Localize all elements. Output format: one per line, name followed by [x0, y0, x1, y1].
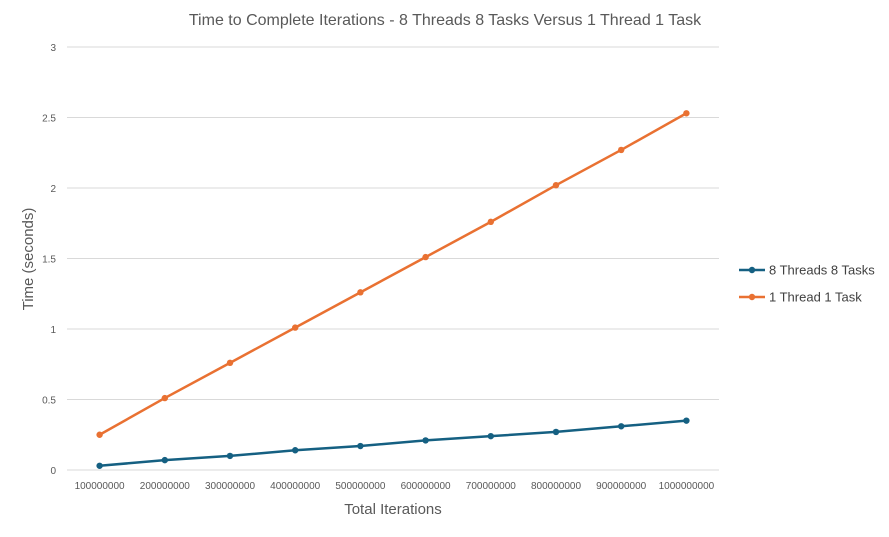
x-tick-label-9: 1000000000: [659, 481, 715, 492]
x-tick-label-7: 800000000: [531, 481, 581, 492]
x-tick-label-1: 200000000: [140, 481, 190, 492]
series-2-point-9: [683, 110, 690, 117]
legend: 8 Threads 8 Tasks 1 Thread 1 Task: [739, 263, 875, 305]
series-2-point-3: [292, 324, 299, 331]
series-2-point-7: [552, 181, 560, 189]
y-tick-label-1: 0.5: [42, 396, 56, 407]
x-tick-label-4: 500000000: [335, 481, 385, 492]
series-group: [96, 110, 690, 469]
x-axis-title: Total Iterations: [344, 501, 442, 518]
legend-label-2: 1 Thread 1 Task: [769, 290, 862, 305]
series-1-point-0: [96, 462, 103, 469]
series-2-point-4: [357, 289, 364, 296]
series-1-point-8: [618, 423, 625, 430]
series-1-point-3: [292, 447, 299, 454]
x-tick-label-2: 300000000: [205, 481, 255, 492]
series-1-point-2: [226, 452, 234, 460]
series-1: [96, 417, 690, 469]
legend-swatch-marker-1: [748, 266, 756, 274]
x-axis-ticks: 100000000 200000000 300000000 400000000 5000…: [75, 481, 715, 492]
x-tick-label-3: 400000000: [270, 481, 320, 492]
series-2-point-1: [161, 394, 168, 402]
y-axis-ticks: 0 0.5 1 1.5 2 2.5 3: [42, 43, 56, 477]
series-2: [96, 110, 690, 438]
x-tick-label-5: 600000000: [401, 481, 451, 492]
y-tick-label-2: 1: [50, 325, 56, 336]
y-tick-label-0: 0: [50, 466, 56, 477]
series-2-point-5: [422, 253, 429, 261]
series-line-2: [98, 112, 688, 436]
series-1-point-4: [357, 442, 364, 450]
y-axis-title: Time (seconds): [20, 208, 37, 311]
gridlines: [67, 46, 719, 471]
series-1-point-6: [487, 432, 494, 440]
series-2-point-2: [226, 359, 234, 367]
chart-title: Time to Complete Iterations - 8 Threads …: [189, 12, 702, 29]
series-2-point-0: [96, 431, 103, 438]
series-line-1: [98, 419, 688, 468]
series-2-point-6: [487, 218, 494, 226]
y-tick-label-6: 3: [50, 43, 56, 54]
series-1-point-5: [422, 437, 429, 444]
x-tick-label-0: 100000000: [75, 481, 125, 492]
x-tick-label-8: 900000000: [596, 481, 646, 492]
series-2-point-8: [618, 146, 625, 154]
legend-label-1: 8 Threads 8 Tasks: [769, 263, 875, 278]
series-1-point-9: [683, 417, 690, 424]
y-tick-label-4: 2: [50, 184, 56, 195]
y-tick-label-3: 1.5: [42, 255, 56, 266]
y-tick-label-5: 2.5: [42, 114, 56, 125]
series-1-point-7: [552, 428, 560, 436]
legend-swatch-marker-2: [748, 293, 756, 301]
x-tick-label-6: 700000000: [466, 481, 516, 492]
legend-item-2: 1 Thread 1 Task: [739, 290, 862, 305]
legend-item-1: 8 Threads 8 Tasks: [739, 263, 875, 278]
series-1-point-1: [161, 456, 168, 464]
